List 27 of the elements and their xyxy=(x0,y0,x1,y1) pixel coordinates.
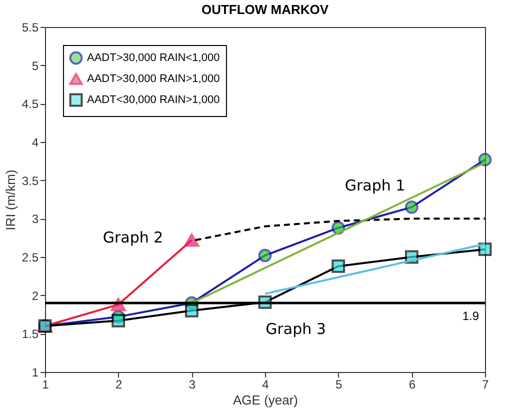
y-tick-label: 1 xyxy=(32,366,39,380)
y-tick-label: 4 xyxy=(32,136,39,150)
x-tick-label: 4 xyxy=(262,378,270,392)
y-tick-label: 3.5 xyxy=(22,174,39,188)
x-tick-label: 6 xyxy=(408,378,416,392)
x-tick-label: 3 xyxy=(188,378,196,392)
x-tick-label: 1 xyxy=(42,378,50,392)
y-tick-label: 2 xyxy=(32,288,39,303)
chart-title: OUTFLOW MARKOV xyxy=(201,2,329,17)
y-tick-label: 5.5 xyxy=(22,20,39,34)
annotation: Graph 2 xyxy=(102,228,164,246)
y-tick-label: 5 xyxy=(32,58,39,73)
y-tick-label: 3 xyxy=(32,212,39,226)
y-tick-label: 1.5 xyxy=(22,327,39,342)
y-axis-title: IRI (m/km) xyxy=(2,170,18,230)
x-axis-title: AGE (year) xyxy=(232,392,298,408)
x-tick-label: 5 xyxy=(335,378,342,392)
x-tick-label: 7 xyxy=(482,378,490,392)
legend-label: AADT>30,000 RAIN<1,000 xyxy=(87,52,220,64)
ref-line-label: 1.9 xyxy=(462,309,480,323)
x-tick-label: 2 xyxy=(115,378,122,392)
legend-label: AADT>30,000 RAIN>1,000 xyxy=(87,73,220,85)
legend-label: AADT<30,000 RAIN>1,000 xyxy=(87,94,220,106)
annotation: Graph 1 xyxy=(344,176,406,195)
annotation: Graph 3 xyxy=(266,320,326,338)
y-tick-label: 4.5 xyxy=(22,97,39,112)
y-tick-label: 2.5 xyxy=(22,250,39,264)
